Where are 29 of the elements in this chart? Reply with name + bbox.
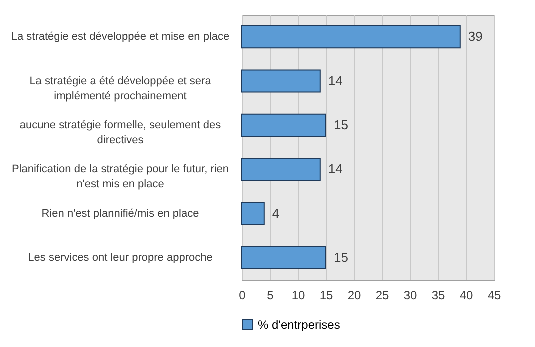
bar: [242, 202, 265, 226]
y-tick-label: aucune stratégie formelle, seulement des directives: [20, 119, 222, 146]
y-tick-label: Les services ont leur propre approche: [28, 252, 213, 264]
x-tick-label: 40: [460, 288, 474, 302]
data-label: 15: [334, 117, 348, 132]
x-tick-label: 10: [292, 288, 306, 302]
y-tick-label: Planification de la stratégie pour le futur, rien n'est mis en place: [12, 164, 230, 191]
x-tick-label: 0: [239, 288, 246, 302]
x-tick-label: 35: [432, 288, 446, 302]
bar: [242, 158, 321, 182]
y-tick-label: La stratégie est développée et mise en place: [11, 31, 230, 44]
y-tick-label: Rien n'est plannifié/mis en place: [42, 208, 200, 220]
data-label: 15: [334, 250, 348, 265]
x-tick-label: 15: [320, 288, 334, 302]
bar: [242, 26, 461, 49]
x-tick-label: 25: [376, 288, 390, 302]
x-tick-label: 30: [404, 288, 418, 302]
bar: [242, 246, 326, 270]
data-label: 39: [468, 29, 483, 44]
bar: [242, 70, 321, 93]
y-tick-label: La stratégie a été développée et sera implémenté prochainement: [30, 75, 212, 102]
x-tick-label: 5: [267, 288, 274, 302]
x-tick-label: 45: [488, 288, 502, 302]
bar: [242, 114, 326, 137]
data-label: 4: [272, 206, 280, 221]
data-label: 14: [328, 162, 343, 177]
x-tick-label: 20: [348, 288, 362, 302]
data-label: 14: [328, 73, 343, 88]
legend-label: % d'entrperises: [258, 318, 340, 332]
